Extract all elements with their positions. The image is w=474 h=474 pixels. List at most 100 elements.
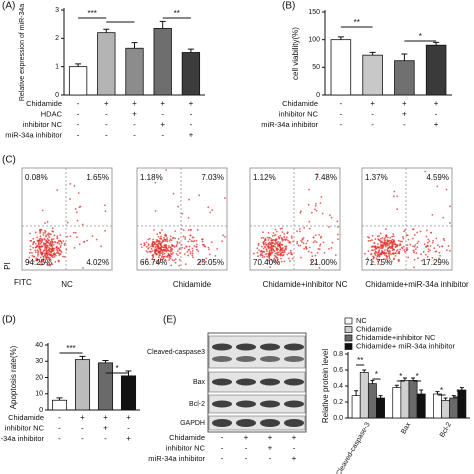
event-dot bbox=[56, 241, 59, 244]
error-bar bbox=[401, 53, 408, 61]
flow-plot-frame bbox=[249, 167, 341, 271]
treatment-sign: - bbox=[58, 434, 61, 443]
event-dot bbox=[171, 247, 173, 250]
event-dot bbox=[286, 232, 289, 235]
event-dot bbox=[377, 246, 380, 249]
event-dot bbox=[316, 173, 318, 175]
event-dot bbox=[388, 255, 390, 258]
event-dot bbox=[195, 245, 198, 248]
event-dot bbox=[430, 232, 432, 234]
y-tick-label: 150 bbox=[308, 9, 320, 16]
event-dot bbox=[165, 169, 168, 171]
event-dot bbox=[374, 250, 377, 253]
event-dot bbox=[46, 221, 49, 223]
event-dot bbox=[375, 257, 378, 260]
y-tick-label: 50 bbox=[312, 64, 320, 71]
flow-plot-frame bbox=[136, 167, 228, 271]
event-dot bbox=[389, 242, 391, 245]
event-dot bbox=[271, 235, 274, 237]
event-dot bbox=[403, 245, 405, 248]
y-tick-label: 100 bbox=[308, 37, 320, 44]
y-tick-label: 10 bbox=[35, 391, 43, 398]
event-dot bbox=[274, 252, 277, 255]
treatment-sign: + bbox=[126, 413, 131, 422]
event-dot bbox=[56, 235, 59, 238]
event-dot bbox=[314, 240, 316, 242]
event-dot bbox=[256, 251, 259, 254]
event-dot bbox=[407, 256, 410, 259]
event-dot bbox=[49, 264, 52, 267]
event-dot bbox=[427, 248, 430, 251]
significance-label: * bbox=[419, 32, 422, 41]
event-dot bbox=[283, 260, 286, 263]
event-dot bbox=[36, 236, 39, 239]
event-dot bbox=[280, 253, 282, 256]
blot-band bbox=[260, 378, 280, 386]
event-dot bbox=[273, 254, 276, 257]
significance-label: *** bbox=[88, 9, 97, 18]
event-dot bbox=[303, 247, 306, 250]
event-dot bbox=[46, 262, 49, 265]
event-dot bbox=[183, 253, 186, 256]
treatment-sign: - bbox=[221, 454, 224, 463]
event-dot bbox=[431, 241, 434, 244]
event-dot bbox=[272, 239, 275, 241]
treatment-sign: + bbox=[434, 120, 439, 129]
event-dot bbox=[337, 238, 339, 241]
event-dot bbox=[267, 253, 270, 256]
event-dot bbox=[384, 244, 386, 246]
y-tick-label: 20 bbox=[35, 374, 43, 381]
event-dot bbox=[268, 254, 271, 257]
event-dot bbox=[378, 239, 381, 242]
treatment-label: HDAC bbox=[41, 109, 63, 118]
event-dot bbox=[59, 234, 62, 237]
treatment-sign: + bbox=[80, 413, 85, 422]
event-dot bbox=[372, 255, 374, 258]
event-dot bbox=[159, 242, 161, 245]
y-tick-label: 0.4 bbox=[333, 383, 343, 390]
event-dot bbox=[52, 238, 55, 240]
x-tick-label: Cleaved-caspase-3 bbox=[335, 421, 371, 474]
legend-swatch bbox=[344, 343, 353, 350]
event-dot bbox=[389, 247, 392, 249]
event-dot bbox=[164, 255, 167, 258]
event-dot bbox=[367, 239, 370, 242]
event-dot bbox=[60, 240, 63, 243]
treatment-sign: - bbox=[77, 99, 80, 108]
event-dot bbox=[384, 245, 387, 248]
event-dot bbox=[285, 236, 288, 239]
y-axis-label: cell viability(%) bbox=[291, 27, 300, 80]
event-dot bbox=[413, 234, 416, 236]
event-dot bbox=[287, 239, 289, 242]
treatment-sign: - bbox=[371, 120, 374, 129]
event-dot bbox=[445, 249, 448, 252]
treatment-sign: + bbox=[244, 433, 249, 442]
event-dot bbox=[154, 248, 156, 251]
blot-band bbox=[284, 400, 304, 408]
event-dot bbox=[267, 231, 270, 234]
event-dot bbox=[158, 261, 161, 264]
event-dot bbox=[143, 243, 146, 246]
legend-label: Chidamide+inhibitor NC bbox=[356, 333, 436, 342]
treatment-label: Chidamide bbox=[169, 433, 205, 442]
bar bbox=[97, 32, 116, 96]
treatment-label: miR-34a inhibitor bbox=[148, 454, 205, 463]
event-dot bbox=[159, 235, 162, 238]
event-dot bbox=[268, 236, 271, 239]
event-dot bbox=[328, 214, 331, 217]
event-dot bbox=[269, 242, 272, 244]
event-dot bbox=[296, 240, 299, 243]
event-dot bbox=[271, 239, 274, 242]
event-dot bbox=[280, 260, 283, 263]
event-dot bbox=[310, 259, 313, 262]
event-dot bbox=[396, 249, 399, 252]
error-bar bbox=[433, 41, 440, 46]
event-dot bbox=[314, 234, 317, 237]
event-dot bbox=[153, 229, 155, 231]
event-dot bbox=[296, 230, 299, 233]
event-dot bbox=[314, 204, 317, 207]
event-dot bbox=[429, 249, 431, 252]
event-dot bbox=[406, 234, 409, 237]
event-dot bbox=[202, 243, 205, 246]
event-dot bbox=[328, 248, 330, 250]
